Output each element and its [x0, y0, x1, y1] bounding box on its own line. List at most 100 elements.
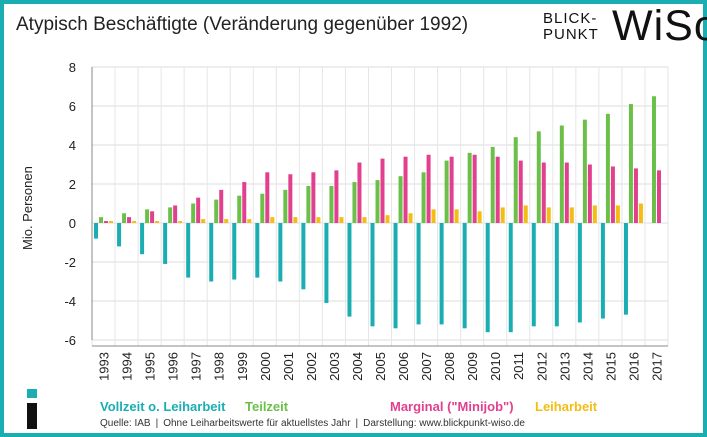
- x-tick-label: 2013: [557, 352, 572, 381]
- source-part-2: Ohne Leiharbeitswerte für aktuellstes Ja…: [163, 418, 351, 429]
- bar-leiharbeit: [178, 221, 183, 223]
- x-tick-label: 2015: [603, 352, 618, 381]
- bar-teilzeit: [628, 104, 633, 223]
- bar-teilzeit: [237, 195, 242, 223]
- bar-marginal: [518, 160, 523, 223]
- bar-marginal: [541, 162, 546, 223]
- x-tick-label: 2016: [626, 352, 641, 381]
- bar-vollzeit: [508, 223, 513, 333]
- bar-vollzeit: [393, 223, 398, 329]
- bar-teilzeit: [191, 203, 196, 223]
- x-tick-label: 2007: [419, 352, 434, 381]
- y-tick-label: 2: [69, 177, 76, 192]
- bar-marginal: [265, 172, 270, 223]
- bar-teilzeit: [352, 182, 357, 223]
- x-tick-label: 1996: [166, 352, 181, 381]
- bar-marginal: [656, 170, 661, 223]
- bar-vollzeit: [324, 223, 329, 303]
- logo-line-1: BLICK-: [543, 10, 598, 27]
- bar-teilzeit: [582, 119, 587, 223]
- bar-marginal: [104, 221, 109, 223]
- x-tick-label: 1997: [189, 352, 204, 381]
- bar-marginal: [426, 154, 431, 223]
- bar-vollzeit: [531, 223, 536, 327]
- bar-teilzeit: [168, 207, 173, 223]
- x-tick-label: 2017: [649, 352, 664, 381]
- bar-marginal: [196, 197, 201, 223]
- legend-teilzeit: Teilzeit: [245, 399, 289, 414]
- bar-leiharbeit: [500, 207, 505, 223]
- bar-vollzeit: [255, 223, 260, 278]
- source-part-1: Quelle: IAB: [100, 418, 151, 429]
- bar-teilzeit: [651, 96, 656, 223]
- bar-teilzeit: [283, 189, 288, 223]
- bar-marginal: [610, 166, 615, 223]
- bar-vollzeit: [554, 223, 559, 327]
- bar-vollzeit: [623, 223, 628, 315]
- logo-line-2: PUNKT: [543, 26, 599, 43]
- y-tick-label: 0: [69, 216, 76, 231]
- x-tick-label: 2001: [281, 352, 296, 381]
- bar-leiharbeit: [155, 221, 160, 223]
- legend-marginal: Marginal ("Minijob"): [390, 399, 514, 414]
- bar-vollzeit: [485, 223, 490, 333]
- bar-marginal: [311, 172, 316, 223]
- x-tick-label: 2011: [511, 352, 526, 380]
- bar-marginal: [449, 156, 454, 223]
- bar-teilzeit: [398, 176, 403, 223]
- bar-marginal: [127, 217, 132, 223]
- source-separator-1: |: [155, 418, 159, 429]
- bar-teilzeit: [559, 125, 564, 223]
- bar-vollzeit: [209, 223, 214, 282]
- y-tick-label: 4: [69, 138, 76, 153]
- bar-marginal: [242, 182, 247, 223]
- bar-marginal: [587, 164, 592, 223]
- y-tick-label: 6: [69, 99, 76, 114]
- bar-leiharbeit: [454, 209, 459, 223]
- y-axis-label: Mio. Personen: [20, 166, 35, 250]
- y-tick-label: -4: [64, 294, 76, 309]
- x-tick-label: 2010: [488, 352, 503, 381]
- x-tick-label: 2008: [442, 352, 457, 381]
- bar-leiharbeit: [132, 221, 137, 223]
- bar-vollzeit: [416, 223, 421, 325]
- chart-title: Atypisch Beschäftigte (Veränderung gegen…: [16, 14, 469, 35]
- x-tick-label: 2004: [350, 352, 365, 381]
- bar-marginal: [633, 168, 638, 223]
- bar-leiharbeit: [316, 217, 321, 223]
- bar-vollzeit: [232, 223, 237, 280]
- bar-marginal: [219, 189, 224, 223]
- x-tick-label: 2009: [465, 352, 480, 381]
- bar-teilzeit: [306, 185, 311, 223]
- bar-vollzeit: [577, 223, 582, 323]
- bar-leiharbeit: [293, 217, 298, 223]
- bar-teilzeit: [513, 137, 518, 223]
- bar-leiharbeit: [592, 205, 597, 223]
- bar-vollzeit: [94, 223, 99, 239]
- bar-marginal: [173, 205, 178, 223]
- x-tick-label: 2005: [373, 352, 388, 381]
- bar-teilzeit: [490, 146, 495, 223]
- bar-teilzeit: [467, 152, 472, 223]
- bar-marginal: [357, 162, 362, 223]
- x-tick-label: 1999: [235, 352, 250, 381]
- x-tick-label: 1998: [212, 352, 227, 381]
- bar-teilzeit: [536, 131, 541, 223]
- x-tick-label: 2012: [534, 352, 549, 381]
- bar-vollzeit: [140, 223, 145, 255]
- bar-leiharbeit: [408, 213, 413, 223]
- bar-teilzeit: [260, 193, 265, 223]
- bar-leiharbeit: [477, 211, 482, 223]
- bar-leiharbeit: [638, 203, 643, 223]
- y-tick-label: -2: [64, 255, 76, 270]
- bar-vollzeit: [462, 223, 467, 329]
- bar-vollzeit: [163, 223, 168, 264]
- bar-teilzeit: [444, 160, 449, 223]
- y-tick-label: 8: [69, 60, 76, 75]
- bar-leiharbeit: [615, 205, 620, 223]
- bar-vollzeit: [117, 223, 122, 247]
- bar-vollzeit: [278, 223, 283, 282]
- decor-bar: [27, 403, 37, 429]
- bar-vollzeit: [347, 223, 352, 317]
